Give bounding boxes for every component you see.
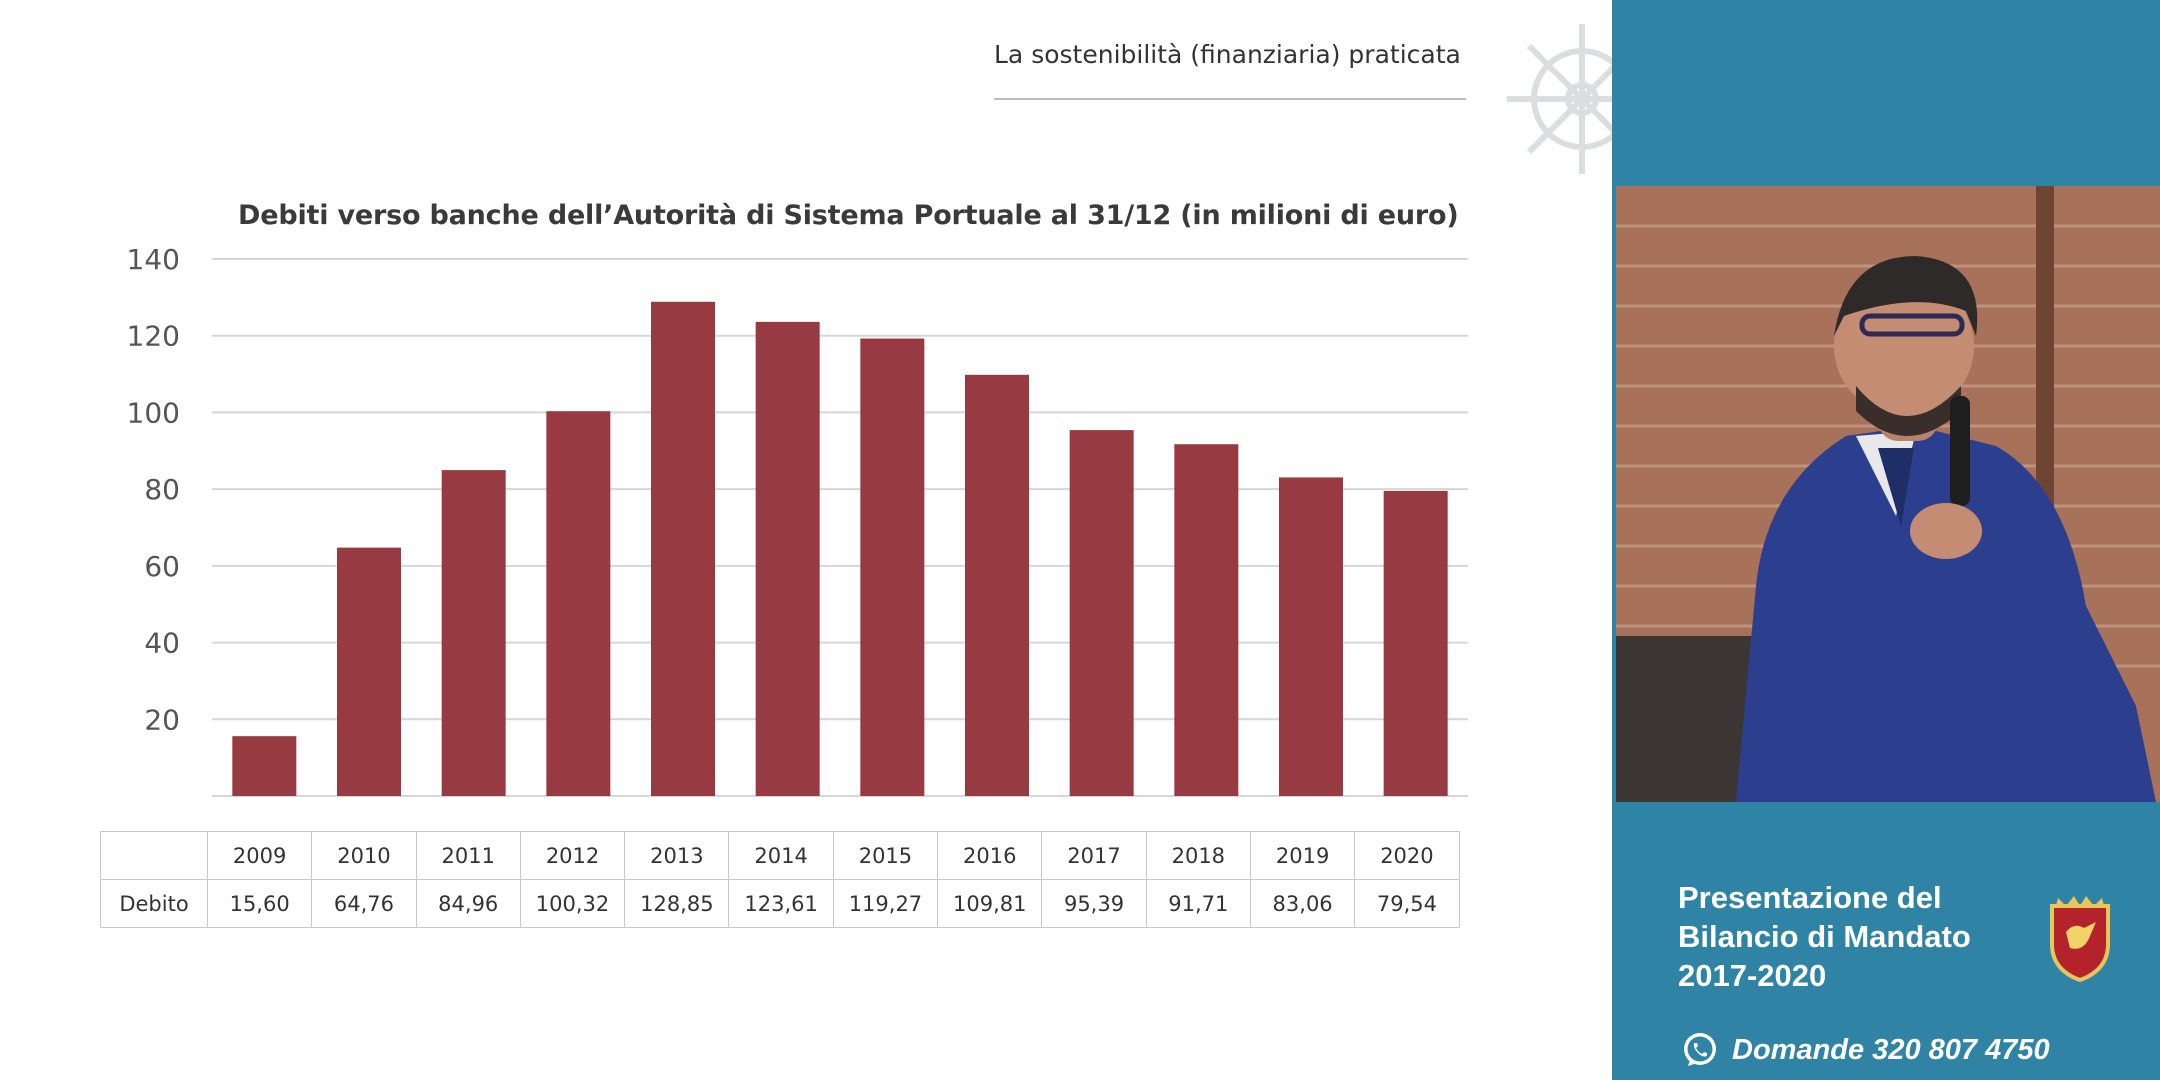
table-value-cell: 119,27 [832,879,939,928]
bar-2012 [546,411,611,796]
table-year-cell: 2018 [1145,831,1251,880]
table-header-row: 2009 2010 2011 2012 2013 2014 2015 2016 2017 2018… [100,831,1460,880]
slide-header: La sostenibilità (finanziaria) praticata [994,40,1461,69]
bar-2011 [441,470,506,796]
bar-2020 [1383,490,1448,796]
bar-2016 [965,374,1029,796]
table-corner-cell [100,831,208,880]
table-value-cell: 123,61 [728,879,834,928]
slide: La sostenibilità (finanziaria) praticata… [100,24,1657,928]
table-value-cell: 83,06 [1249,879,1356,928]
table-year-cell: 2016 [937,831,1043,880]
whatsapp-icon [1684,1033,1716,1066]
bar-2010 [337,547,401,796]
y-tick-label: 140 [127,243,180,276]
table-year-cell: 2011 [415,831,521,880]
panel-title: Presentazione del Bilancio di Mandato 20… [1678,878,2038,995]
y-tick-label: 100 [127,396,180,429]
y-tick-label: 40 [144,627,180,660]
table-value-cell: 64,76 [311,879,417,928]
panel-title-line: 2017-2020 [1678,958,1827,993]
table-value-cell: 84,96 [415,879,521,928]
bar-2013 [651,301,715,796]
table-value-cell: 95,39 [1041,879,1147,928]
bar-2014 [755,321,820,796]
table-year-cell: 2013 [624,831,730,880]
table-value-cell: 15,60 [206,879,313,928]
y-tick-label: 20 [144,703,180,736]
speaker-video [1616,186,2160,802]
crest-icon [2050,896,2110,983]
panel-title-line: Presentazione del [1678,880,1942,915]
data-table: 2009 2010 2011 2012 2013 2014 2015 2016 2017 2018… [100,831,1460,928]
table-year-cell: 2012 [519,831,626,880]
bar-chart: 20 40 60 80 100 120 140 [127,243,1468,797]
table-year-cell: 2017 [1041,831,1147,880]
table-year-cell: 2009 [206,831,313,880]
table-value-cell: 91,71 [1145,879,1251,928]
table-year-cell: 2015 [832,831,939,880]
table-value-cell: 128,85 [624,879,730,928]
table-data-row: Debito 15,60 64,76 84,96 100,32 128,85 123,61… [100,879,1460,928]
y-tick-label: 60 [144,550,180,583]
bar-2018 [1174,444,1239,796]
bar-2017 [1069,430,1134,796]
y-tick-label: 120 [127,320,180,353]
table-value-cell: 79,54 [1354,879,1460,928]
table-row-label: Debito [100,879,208,928]
phone-contact: Domande 320 807 4750 [1680,1030,2050,1070]
panel-title-line: Bilancio di Mandato [1678,919,1971,954]
table-year-cell: 2010 [311,831,417,880]
bar-2009 [232,736,297,796]
header-divider [994,98,1466,100]
phone-text: Domande 320 807 4750 [1732,1033,2050,1066]
table-year-cell: 2014 [728,831,834,880]
chart-title: Debiti verso banche dell’Autorità di Sis… [238,200,1459,231]
bar-2015 [860,338,925,796]
y-tick-label: 80 [144,473,180,506]
table-year-cell: 2019 [1249,831,1356,880]
table-year-cell: 2020 [1354,831,1460,880]
table-value-cell: 109,81 [937,879,1043,928]
table-value-cell: 100,32 [519,879,626,928]
bar-2019 [1279,477,1343,796]
